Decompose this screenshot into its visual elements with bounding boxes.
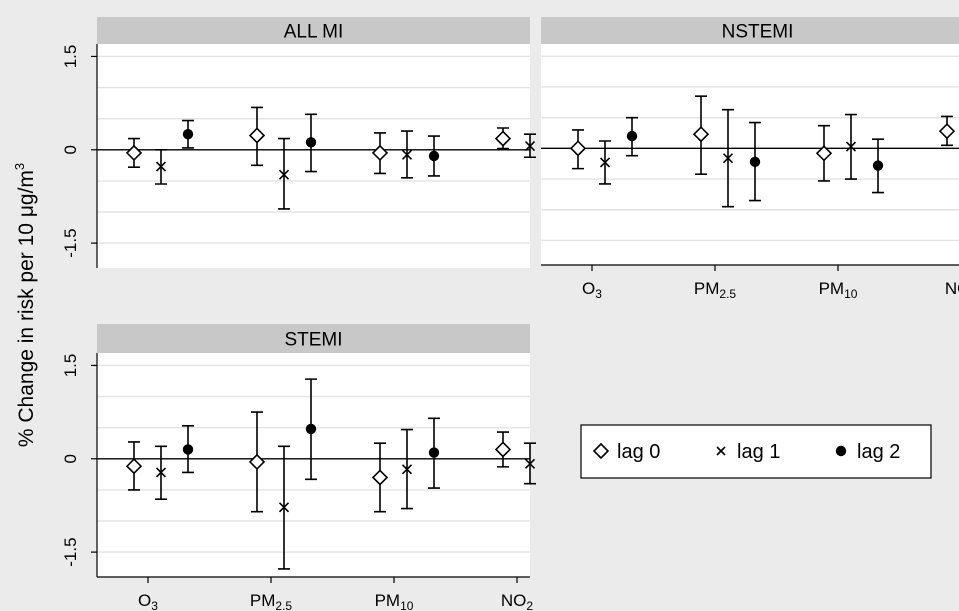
point-marker-diamond bbox=[815, 145, 833, 162]
point-marker-dot bbox=[182, 129, 194, 140]
legend-marker-dot bbox=[835, 445, 847, 457]
legend-marker-x bbox=[716, 446, 726, 456]
panel-strip-stemi bbox=[97, 324, 530, 353]
y-axis-label-main: % Change in risk per 10 μg/m bbox=[15, 170, 38, 447]
point-marker-diamond bbox=[248, 453, 266, 471]
point-marker-x bbox=[155, 467, 167, 478]
point-marker-diamond bbox=[371, 469, 389, 486]
x-tick-label: NO2 bbox=[501, 591, 534, 611]
point-marker-x bbox=[599, 157, 611, 168]
legend-label: lag 1 bbox=[737, 441, 780, 463]
y-tick-label: 0 bbox=[61, 145, 80, 154]
x-tick-label: O3 bbox=[138, 591, 158, 611]
panel-plot-area-stemi bbox=[97, 353, 530, 577]
point-marker-dot bbox=[428, 150, 440, 162]
panel-title-all-mi: ALL MI bbox=[284, 22, 344, 43]
point-marker-diamond bbox=[371, 144, 389, 162]
x-tick-label: PM2.5 bbox=[250, 591, 293, 611]
point-marker-x bbox=[401, 464, 413, 475]
point-marker-x bbox=[278, 169, 290, 180]
point-marker-x bbox=[845, 141, 857, 152]
panel-all-mi: ALL MI -1.5 0 1.5 bbox=[61, 17, 536, 268]
y-tick-label: 1.5 bbox=[61, 45, 80, 69]
point-marker-x bbox=[278, 502, 290, 513]
x-tick-label: NO2 bbox=[945, 279, 959, 301]
y-tick-label: 0 bbox=[61, 454, 80, 463]
point-marker-diamond bbox=[125, 458, 143, 475]
legend-label: lag 0 bbox=[617, 441, 660, 463]
y-axis-label: % Change in risk per 10 μg/m3 bbox=[12, 163, 38, 447]
x-tick-label: O3 bbox=[582, 279, 602, 301]
panel-title-stemi: STEMI bbox=[284, 330, 342, 351]
panel-plot-area-all-mi bbox=[97, 44, 530, 268]
x-tick-label: PM10 bbox=[375, 591, 414, 611]
legend-marker-diamond bbox=[592, 442, 610, 460]
legend-box bbox=[580, 424, 932, 479]
point-marker-diamond bbox=[569, 140, 587, 157]
point-marker-diamond bbox=[692, 126, 710, 143]
point-marker-dot bbox=[305, 423, 317, 435]
point-marker-dot bbox=[182, 444, 194, 455]
y-tick-label: -1.5 bbox=[61, 537, 80, 566]
point-marker-dot bbox=[872, 160, 884, 171]
point-marker-dot bbox=[749, 156, 761, 168]
point-marker-diamond bbox=[248, 127, 266, 144]
point-marker-x bbox=[401, 149, 413, 160]
point-marker-dot bbox=[305, 137, 317, 148]
y-tick-label: -1.5 bbox=[61, 228, 80, 257]
legend: lag 0 lag 1 lag 2 bbox=[580, 424, 932, 479]
point-marker-diamond bbox=[494, 130, 512, 147]
point-marker-x bbox=[524, 458, 536, 469]
point-marker-dot bbox=[428, 447, 440, 458]
panel-strip-nstemi bbox=[541, 17, 959, 44]
point-marker-diamond bbox=[125, 144, 143, 162]
point-marker-dot bbox=[626, 130, 638, 142]
point-marker-diamond bbox=[494, 441, 512, 458]
legend-label: lag 2 bbox=[857, 441, 900, 463]
y-axis-label-superscript: 3 bbox=[12, 163, 27, 170]
panel-strip-all-mi bbox=[97, 17, 530, 44]
panel-nstemi: NSTEMI O3 PM2.5 PM10 NO2 bbox=[541, 17, 959, 301]
point-marker-x bbox=[524, 140, 536, 152]
point-marker-x bbox=[155, 161, 167, 172]
x-tick-label: PM10 bbox=[819, 279, 858, 301]
panel-plot-area-nstemi bbox=[541, 44, 959, 265]
x-tick-label: PM2.5 bbox=[694, 279, 737, 301]
panel-title-nstemi: NSTEMI bbox=[722, 22, 794, 43]
point-marker-x bbox=[722, 153, 734, 164]
point-marker-diamond bbox=[938, 123, 956, 140]
y-tick-label: 1.5 bbox=[61, 354, 80, 378]
